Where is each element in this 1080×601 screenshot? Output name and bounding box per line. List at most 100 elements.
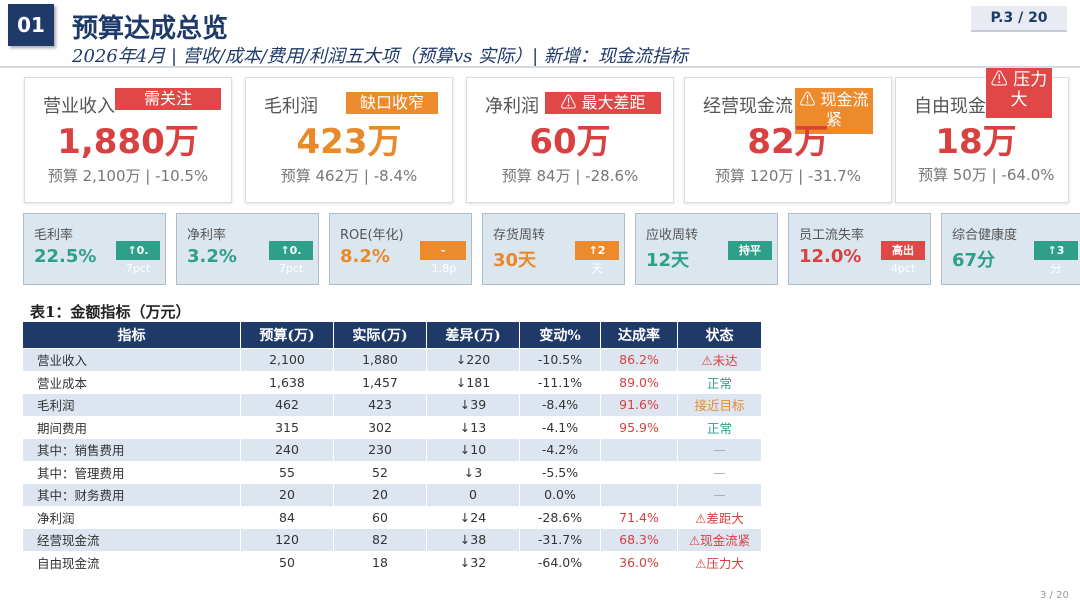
cell-budget: 240 [240, 438, 334, 462]
metric-label: 综合健康度 [952, 228, 1018, 243]
column-header: 差异(万) [426, 321, 520, 349]
cell-achievement-rate: 95.9% [600, 415, 678, 439]
cell-difference: ↓24 [426, 505, 520, 529]
kpi-card-revenue: 营业收入 需关注 1,880万 预算 2,100万 | -10.5% [24, 77, 232, 203]
cell-budget: 120 [240, 528, 334, 552]
amount-metrics-table: 指标 预算(万) 实际(万) 差异(万) 变动% 达成率 状态 营业收入 2,10… [22, 321, 762, 574]
cell-actual: 52 [333, 460, 427, 484]
table-row: 其中：财务费用 20 20 0 0.0% — [22, 483, 762, 507]
table-row: 经营现金流 120 82 ↓38 -31.7% 68.3% ⚠现金流紧 [22, 528, 762, 552]
kpi-budget-compare: 预算 462万 | -8.4% [280, 167, 418, 185]
cell-budget: 1,638 [240, 370, 334, 394]
kpi-label: 净利润 [485, 96, 539, 117]
cell-indicator: 营业成本 [22, 370, 241, 394]
kpi-budget-compare: 预算 120万 | -31.7% [714, 167, 862, 185]
cell-budget: 315 [240, 415, 334, 439]
metric-badge: ↑3 [1034, 241, 1078, 260]
metric-label: 应收周转 [646, 228, 699, 243]
metric-badge-extra: 7pct [278, 262, 304, 275]
cell-actual: 230 [333, 438, 427, 462]
kpi-tag: ⚠ 压力大 [986, 68, 1052, 118]
cell-change-percent: -4.1% [519, 415, 601, 439]
cell-change-percent: -5.5% [519, 460, 601, 484]
page-indicator: P.3 / 20 [971, 6, 1067, 32]
column-header: 状态 [677, 321, 762, 349]
metric-badge-extra: 1.8p [431, 262, 457, 275]
metric-badge: - [420, 241, 466, 260]
cell-actual: 302 [333, 415, 427, 439]
kpi-card-net-profit: 净利润 ⚠ 最大差距 60万 预算 84万 | -28.6% [466, 77, 674, 203]
column-header: 指标 [22, 321, 241, 349]
cell-budget: 20 [240, 483, 334, 507]
kpi-budget-compare: 预算 2,100万 | -10.5% [47, 167, 209, 185]
cell-change-percent: -28.6% [519, 505, 601, 529]
kpi-label: 毛利润 [264, 96, 318, 117]
cell-achievement-rate [600, 460, 678, 484]
kpi-label: 经营现金流 [703, 96, 793, 117]
kpi-tag: ⚠ 最大差距 [545, 92, 661, 114]
metric-badge-extra: 天 [591, 262, 603, 275]
metric-card-net-margin: 净利率 3.2% ↑0. 7pct [176, 213, 319, 285]
cell-status: — [677, 483, 762, 507]
metric-value: 12.0% [799, 246, 862, 267]
cell-change-percent: -8.4% [519, 393, 601, 417]
cell-budget: 462 [240, 393, 334, 417]
metric-value: 8.2% [340, 246, 390, 267]
cell-difference: ↓32 [426, 550, 520, 574]
column-header: 预算(万) [240, 321, 334, 349]
cell-change-percent: -64.0% [519, 550, 601, 574]
metric-value: 3.2% [187, 246, 237, 267]
cell-difference: 0 [426, 483, 520, 507]
metric-label: ROE(年化) [340, 228, 404, 243]
table-row: 营业收入 2,100 1,880 ↓220 -10.5% 86.2% ⚠未达 [22, 348, 762, 372]
cell-difference: ↓13 [426, 415, 520, 439]
kpi-value: 423万 [296, 122, 402, 162]
table-header-row: 指标 预算(万) 实际(万) 差异(万) 变动% 达成率 状态 [22, 321, 762, 349]
cell-indicator: 毛利润 [22, 393, 241, 417]
metric-badge: ↑0. [269, 241, 313, 260]
cell-difference: ↓3 [426, 460, 520, 484]
kpi-tag: 需关注 [115, 88, 221, 110]
kpi-card-operating-cashflow: 经营现金流 ⚠ 现金流紧 82万 预算 120万 | -31.7% [684, 77, 892, 203]
cell-indicator: 其中：财务费用 [22, 483, 241, 507]
cell-achievement-rate: 68.3% [600, 528, 678, 552]
column-header: 实际(万) [333, 321, 427, 349]
cell-budget: 50 [240, 550, 334, 574]
kpi-value: 18万 [935, 122, 1017, 162]
kpi-label: 自由现金流 [914, 96, 1004, 117]
table-row: 毛利润 462 423 ↓39 -8.4% 91.6% 接近目标 [22, 393, 762, 417]
footer-page-number: 3 / 20 [1040, 590, 1069, 601]
cell-indicator: 其中：销售费用 [22, 438, 241, 462]
table-row: 期间费用 315 302 ↓13 -4.1% 95.9% 正常 [22, 415, 762, 439]
metric-card-employee-turnover: 员工流失率 12.0% 高出 4pct [788, 213, 931, 285]
table-row: 自由现金流 50 18 ↓32 -64.0% 36.0% ⚠压力大 [22, 550, 762, 574]
table-row: 其中：管理费用 55 52 ↓3 -5.5% — [22, 460, 762, 484]
page-subtitle: 2026年4月 | 营收/成本/费用/利润五大项（预算vs 实际）| 新增：现金… [72, 46, 688, 67]
metric-value: 22.5% [34, 246, 97, 267]
table-row: 营业成本 1,638 1,457 ↓181 -11.1% 89.0% 正常 [22, 370, 762, 394]
cell-difference: ↓39 [426, 393, 520, 417]
cell-actual: 82 [333, 528, 427, 552]
metric-label: 净利率 [187, 228, 227, 243]
kpi-card-gross-profit: 毛利润 缺口收窄 423万 预算 462万 | -8.4% [245, 77, 453, 203]
cell-difference: ↓38 [426, 528, 520, 552]
table-row: 其中：销售费用 240 230 ↓10 -4.2% — [22, 438, 762, 462]
cell-achievement-rate: 36.0% [600, 550, 678, 574]
section-number-badge: 01 [8, 4, 54, 46]
cell-status: — [677, 460, 762, 484]
cell-budget: 55 [240, 460, 334, 484]
cell-achievement-rate: 86.2% [600, 348, 678, 372]
cell-achievement-rate: 91.6% [600, 393, 678, 417]
metric-card-inventory-turnover: 存货周转 30天 ↑2 天 [482, 213, 625, 285]
cell-achievement-rate [600, 438, 678, 462]
cell-budget: 2,100 [240, 348, 334, 372]
header-divider [0, 66, 1080, 68]
cell-status: 接近目标 [677, 393, 762, 417]
column-header: 变动% [519, 321, 601, 349]
cell-status: ⚠现金流紧 [677, 528, 762, 552]
table-caption: 表1：金额指标（万元） [30, 303, 191, 321]
cell-achievement-rate: 89.0% [600, 370, 678, 394]
cell-achievement-rate: 71.4% [600, 505, 678, 529]
metric-card-health-score: 综合健康度 67分 ↑3 分 [941, 213, 1080, 285]
cell-status: 正常 [677, 415, 762, 439]
